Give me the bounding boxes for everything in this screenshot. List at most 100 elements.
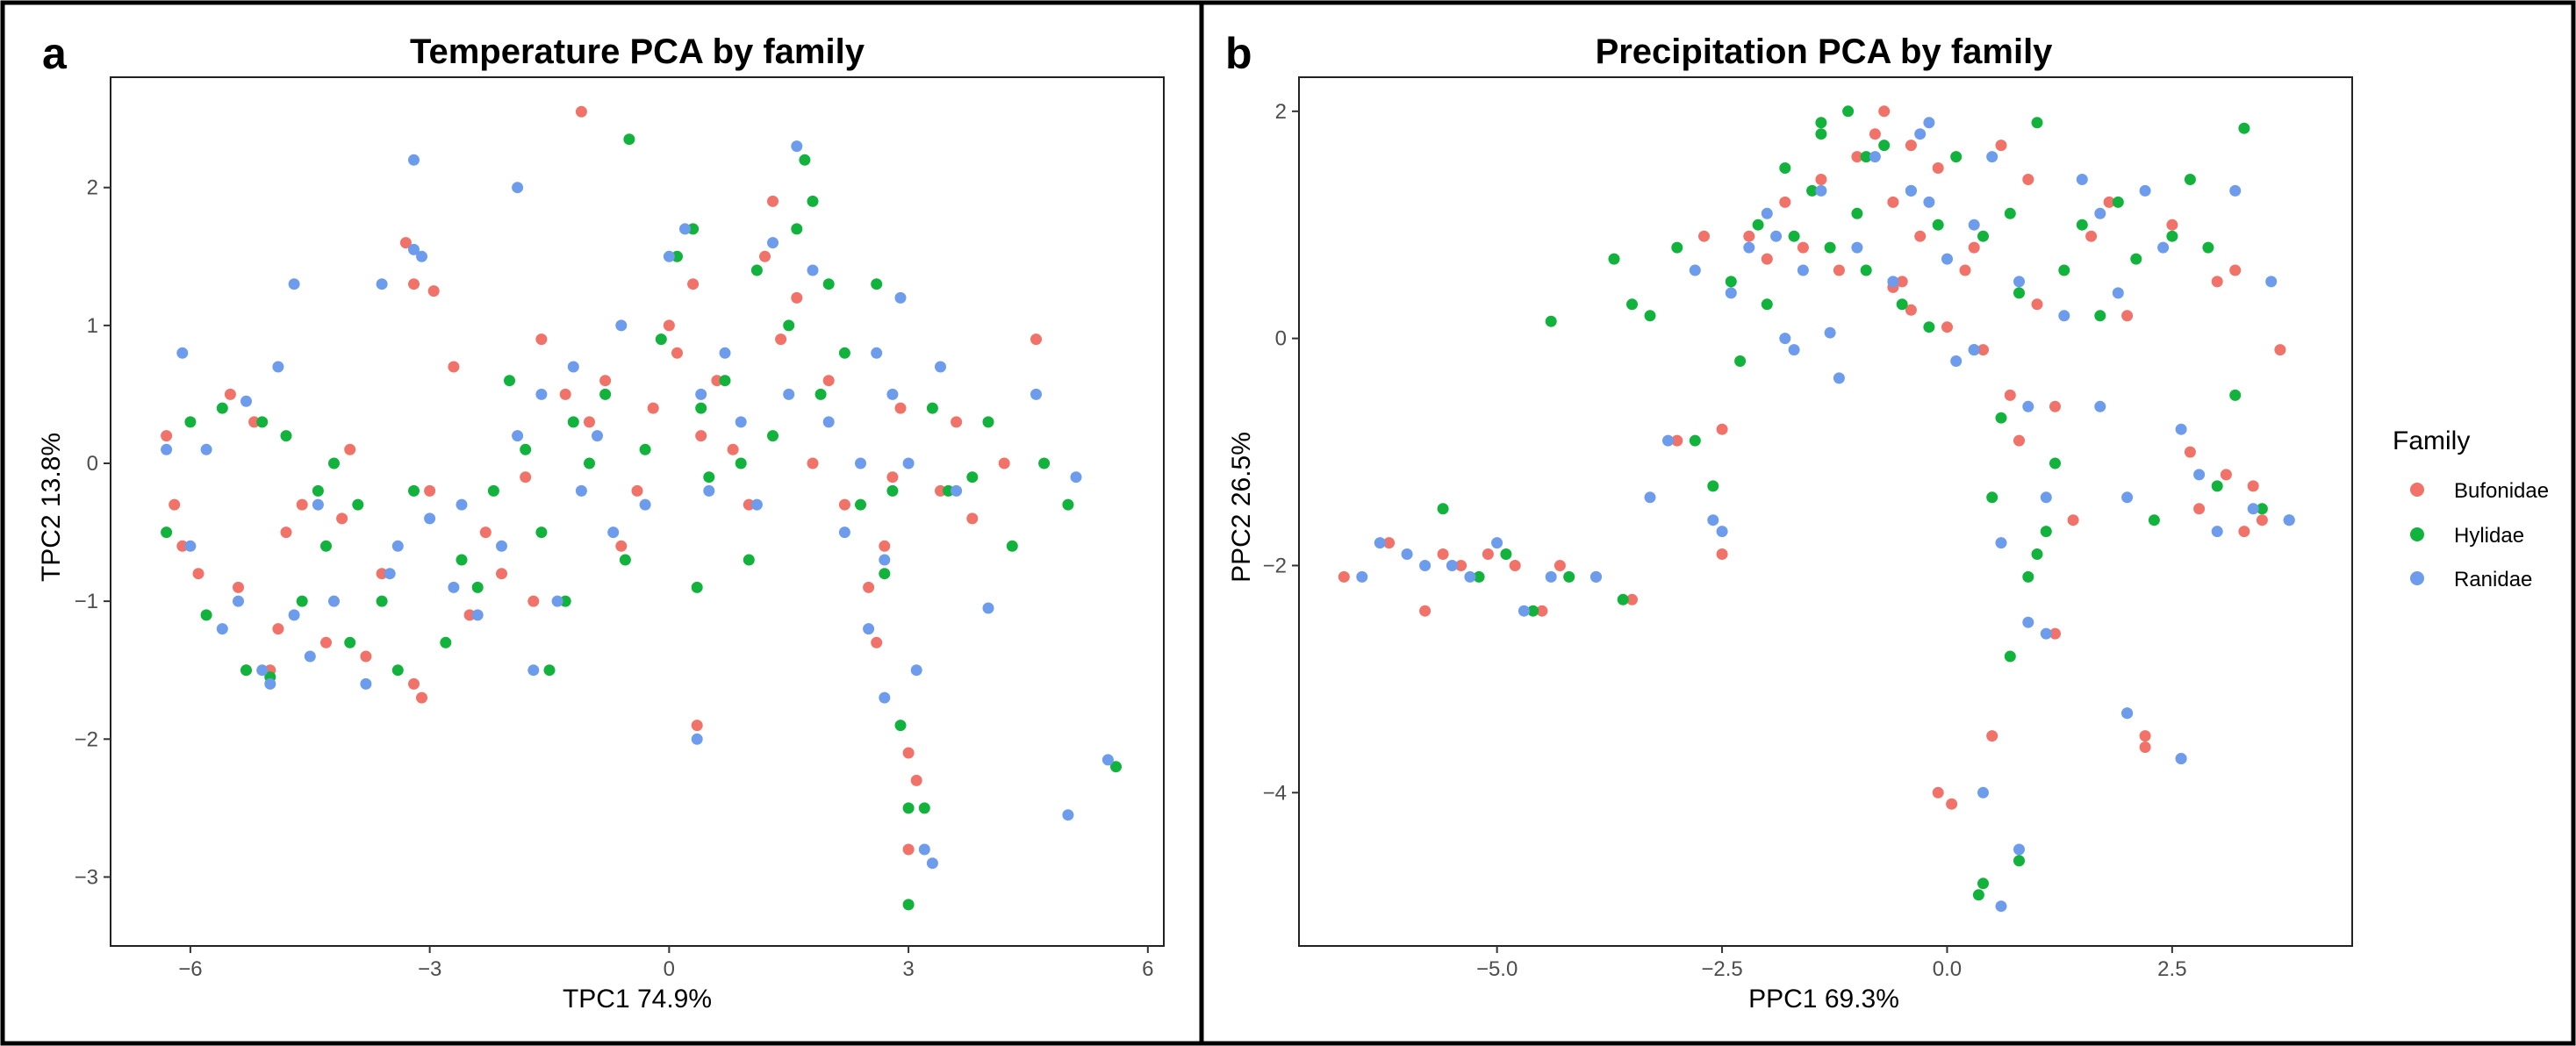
- point-hylidae: [1851, 207, 1863, 219]
- point-ranidae: [863, 623, 875, 635]
- point-ranidae: [2076, 174, 2088, 185]
- point-ranidae: [176, 347, 189, 359]
- point-bufonidae: [233, 581, 244, 593]
- point-hylidae: [2112, 196, 2124, 208]
- point-hylidae: [838, 347, 850, 359]
- point-ranidae: [855, 457, 866, 469]
- point-bufonidae: [691, 720, 703, 732]
- point-ranidae: [879, 691, 891, 704]
- point-hylidae: [216, 402, 228, 414]
- point-bufonidae: [463, 609, 476, 621]
- point-ranidae: [2175, 423, 2187, 435]
- point-hylidae: [918, 802, 930, 814]
- point-bufonidae: [966, 512, 979, 525]
- point-bufonidae: [1626, 593, 1638, 605]
- point-ranidae: [233, 595, 244, 607]
- point-hylidae: [440, 636, 452, 648]
- point-hylidae: [1972, 889, 1984, 901]
- point-bufonidae: [1383, 537, 1396, 549]
- point-bufonidae: [192, 568, 205, 580]
- point-hylidae: [487, 484, 499, 497]
- point-hylidae: [2202, 241, 2214, 254]
- point-hylidae: [200, 609, 212, 621]
- point-hylidae: [376, 595, 388, 607]
- point-ranidae: [2094, 207, 2106, 219]
- point-hylidae: [1950, 151, 1962, 163]
- point-hylidae: [902, 899, 915, 911]
- point-bufonidae: [169, 498, 181, 511]
- point-ranidae: [871, 347, 883, 359]
- panel-a-frame: [0, 0, 1204, 1046]
- point-bufonidae: [1553, 560, 1566, 571]
- point-ranidae: [384, 568, 396, 580]
- panel-a-points: [161, 105, 1122, 911]
- point-bufonidae: [296, 498, 308, 511]
- point-ranidae: [1851, 241, 1863, 254]
- point-hylidae: [750, 264, 763, 276]
- point-hylidae: [296, 595, 308, 607]
- point-hylidae: [1527, 605, 1539, 617]
- point-bufonidae: [822, 375, 835, 387]
- point-ranidae: [512, 182, 524, 194]
- y-tick-label: 1: [87, 314, 98, 338]
- point-hylidae: [1923, 321, 1935, 333]
- point-bufonidae: [1851, 151, 1863, 163]
- point-ranidae: [783, 388, 795, 400]
- point-hylidae: [2094, 310, 2106, 322]
- point-bufonidae: [759, 250, 771, 262]
- point-hylidae: [567, 416, 579, 428]
- point-ranidae: [615, 319, 628, 332]
- point-ranidae: [2265, 276, 2278, 288]
- point-bufonidae: [2256, 514, 2268, 527]
- point-ranidae: [1869, 151, 1881, 163]
- point-hylidae: [902, 802, 915, 814]
- point-ranidae: [567, 361, 579, 373]
- point-ranidae: [161, 443, 173, 455]
- point-bufonidae: [711, 375, 723, 387]
- point-bufonidae: [647, 402, 659, 414]
- point-bufonidae: [1482, 548, 1494, 560]
- point-ranidae: [527, 664, 540, 677]
- point-bufonidae: [2274, 344, 2286, 356]
- point-ranidae: [719, 347, 731, 359]
- point-bufonidae: [791, 291, 803, 304]
- point-ranidae: [424, 512, 436, 525]
- point-ranidae: [1716, 526, 1728, 538]
- point-ranidae: [1797, 264, 1809, 276]
- point-bufonidae: [695, 430, 707, 442]
- point-bufonidae: [687, 278, 700, 290]
- point-bufonidae: [838, 498, 850, 511]
- point-hylidae: [1500, 548, 1512, 560]
- point-ranidae: [1030, 388, 1042, 400]
- y-tick-label: 0: [1275, 327, 1287, 351]
- point-hylidae: [1860, 264, 1872, 276]
- point-ranidae: [1518, 605, 1530, 617]
- point-bufonidae: [1419, 605, 1432, 617]
- point-hylidae: [2256, 503, 2268, 515]
- point-bufonidae: [998, 457, 1010, 469]
- point-ranidae: [1887, 276, 1899, 288]
- point-hylidae: [943, 484, 954, 497]
- point-bufonidae: [427, 285, 440, 297]
- point-hylidae: [1626, 298, 1638, 311]
- point-ranidae: [703, 484, 715, 497]
- point-ranidae: [1062, 809, 1074, 821]
- point-ranidae: [456, 498, 468, 511]
- point-ranidae: [471, 609, 484, 621]
- point-hylidae: [894, 720, 907, 732]
- point-bufonidae: [2103, 196, 2115, 208]
- point-bufonidae: [224, 388, 236, 400]
- point-ranidae: [951, 484, 963, 497]
- point-bufonidae: [1716, 548, 1728, 560]
- point-bufonidae: [743, 498, 755, 511]
- point-hylidae: [695, 402, 707, 414]
- point-ranidae: [1815, 184, 1827, 197]
- point-ranidae: [2121, 707, 2134, 720]
- point-hylidae: [687, 223, 700, 235]
- panel-a-letter: a: [42, 29, 68, 78]
- point-hylidae: [1110, 761, 1122, 773]
- point-bufonidae: [1743, 230, 1755, 242]
- point-hylidae: [1644, 310, 1656, 322]
- point-hylidae: [240, 664, 252, 677]
- point-hylidae: [1617, 593, 1629, 605]
